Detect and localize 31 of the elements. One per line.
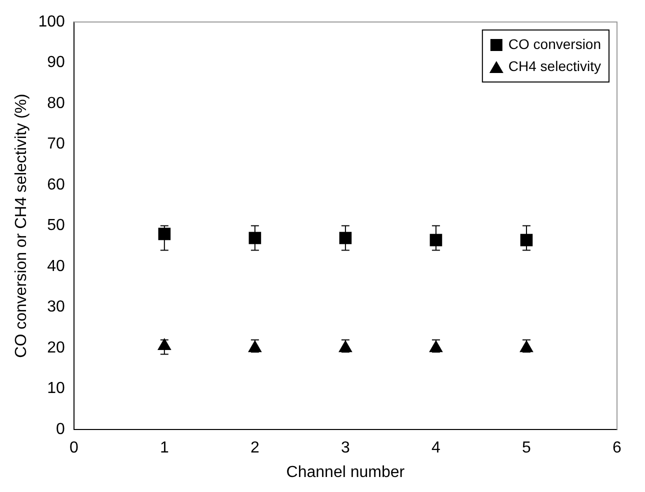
x-tick-label: 4 <box>432 440 441 457</box>
point <box>429 339 443 353</box>
y-tick-label: 60 <box>47 176 65 194</box>
x-tick-label: 3 <box>340 440 350 457</box>
legend-label: CO conversion <box>508 36 601 52</box>
x-tick-label: 5 <box>522 440 532 457</box>
point <box>520 339 534 353</box>
point <box>248 232 262 244</box>
y-tick-label: 20 <box>47 339 65 356</box>
x-axis-title: Channel number <box>286 464 406 481</box>
y-tick-label: 90 <box>47 54 65 72</box>
y-tick-label: 10 <box>47 380 65 398</box>
point <box>339 232 352 244</box>
point <box>158 338 171 350</box>
point <box>338 339 352 353</box>
y-tick-label: 40 <box>47 258 65 275</box>
legend-label: CH4 selectivity <box>508 58 601 74</box>
y-tick-label: 30 <box>47 298 65 316</box>
y-tick-label: 70 <box>47 136 65 153</box>
point <box>520 234 533 246</box>
y-tick-label: 100 <box>38 13 65 30</box>
y-tick-label: 0 <box>56 421 65 438</box>
y-axis-title: CO conversion or CH4 selectivity (%) <box>13 94 30 358</box>
y-tick-label: 80 <box>47 94 65 112</box>
point <box>430 234 442 246</box>
x-tick-label: 1 <box>160 440 169 457</box>
x-tick-label: 6 <box>612 440 622 457</box>
y-tick-label: 50 <box>47 217 65 234</box>
x-tick-label: 2 <box>250 440 260 457</box>
x-tick-label: 0 <box>69 440 78 457</box>
point <box>158 228 171 240</box>
